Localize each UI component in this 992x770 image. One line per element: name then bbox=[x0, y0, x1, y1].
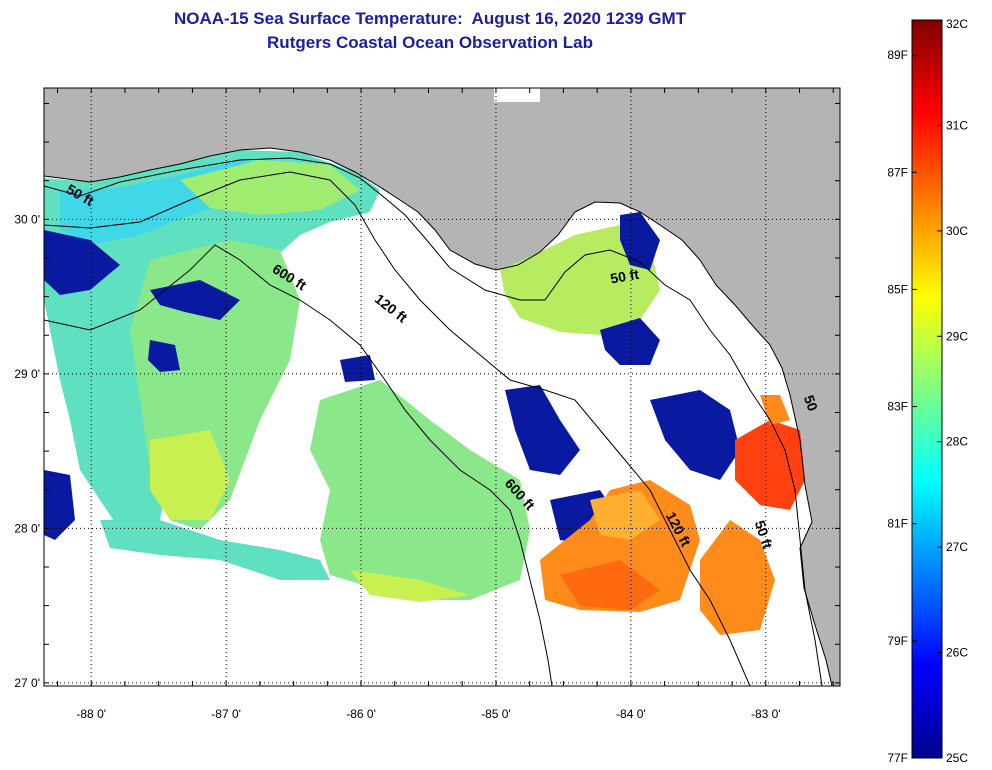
colorbar-celsius-label: 29C bbox=[946, 329, 968, 343]
colorbar-fahrenheit-label: 77F bbox=[887, 751, 908, 765]
colorbar-celsius-label: 26C bbox=[946, 646, 968, 660]
lat-tick-label: 27 0' bbox=[14, 676, 40, 690]
lat-tick-label: 29 0' bbox=[14, 367, 40, 381]
colorbar-labels: 32C 31C 30C 29C 28C 27C 26C 25C 89F 87F 85F 83F 81F 7… bbox=[887, 17, 968, 765]
colorbar-celsius-label: 32C bbox=[946, 17, 968, 31]
contour-label: 50 ft bbox=[609, 266, 640, 287]
land-area bbox=[44, 88, 840, 686]
colorbar-celsius-label: 25C bbox=[946, 751, 968, 765]
colorbar-fahrenheit-label: 83F bbox=[887, 400, 908, 414]
colorbar-fahrenheit-label: 85F bbox=[887, 282, 908, 296]
lon-tick-label: -87 0' bbox=[211, 707, 241, 721]
colorbar-fahrenheit-label: 89F bbox=[887, 48, 908, 62]
map-title: NOAA-15 Sea Surface Temperature: August … bbox=[173, 9, 687, 28]
lat-tick-label: 30 0' bbox=[14, 212, 40, 226]
colorbar-celsius-label: 28C bbox=[946, 435, 968, 449]
colorbar-celsius-label: 30C bbox=[946, 224, 968, 238]
map-subtitle: Rutgers Coastal Ocean Observation Lab bbox=[267, 33, 593, 52]
lon-tick-label: -88 0' bbox=[76, 707, 106, 721]
coastline bbox=[44, 147, 833, 686]
lon-tick-label: -85 0' bbox=[481, 707, 511, 721]
colorbar-fahrenheit-label: 79F bbox=[887, 634, 908, 648]
contour-label: 50 bbox=[801, 393, 821, 413]
colorbar bbox=[911, 19, 943, 759]
lon-tick-label: -86 0' bbox=[346, 707, 376, 721]
graticule bbox=[44, 88, 840, 686]
axis-ticks: -88 0' -87 0' -86 0' -85 0' -84 0' -83 0' 30 0… bbox=[14, 88, 840, 721]
colorbar-fahrenheit-label: 87F bbox=[887, 165, 908, 179]
colorbar-celsius-label: 27C bbox=[946, 540, 968, 554]
map-frame bbox=[43, 87, 841, 687]
colorbar-celsius-label: 31C bbox=[946, 118, 968, 132]
inland-lake bbox=[494, 88, 540, 102]
lat-tick-label: 28 0' bbox=[14, 521, 40, 535]
bathymetry-contours bbox=[44, 157, 823, 686]
lon-tick-label: -83 0' bbox=[751, 707, 781, 721]
lon-tick-label: -84 0' bbox=[616, 707, 646, 721]
colorbar-fahrenheit-label: 81F bbox=[887, 517, 908, 531]
